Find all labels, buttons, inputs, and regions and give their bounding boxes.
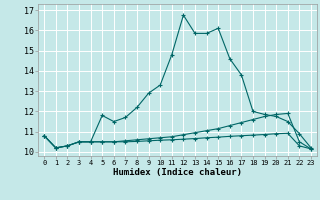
X-axis label: Humidex (Indice chaleur): Humidex (Indice chaleur) <box>113 168 242 177</box>
